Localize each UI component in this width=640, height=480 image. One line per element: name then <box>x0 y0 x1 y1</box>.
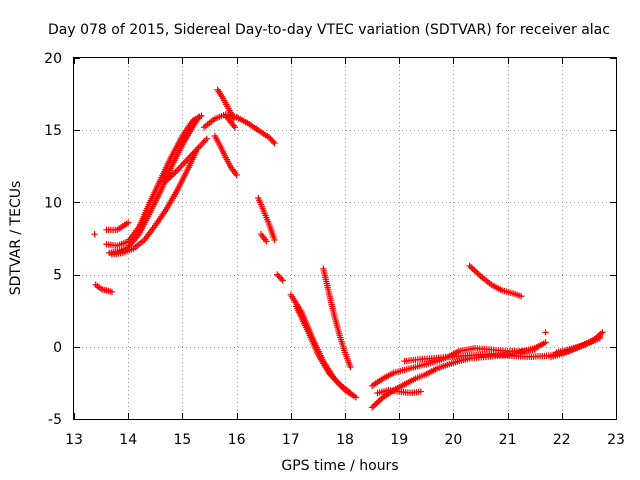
x-tick-label: 16 <box>228 432 246 448</box>
x-tick-label: 18 <box>336 432 354 448</box>
data-point <box>231 124 239 131</box>
data-point <box>91 230 98 238</box>
data-points <box>91 86 606 411</box>
y-tick-label: -5 <box>48 412 62 428</box>
data-point <box>417 388 425 395</box>
data-point-dense <box>278 275 285 283</box>
data-point <box>233 171 240 179</box>
y-tick-label: 20 <box>44 51 62 67</box>
plot-frame <box>73 57 617 420</box>
x-tick-label: 20 <box>444 432 462 448</box>
x-tick-label: 23 <box>607 432 625 448</box>
data-point <box>203 135 210 143</box>
data-point-dense <box>474 269 481 277</box>
x-tick-label: 13 <box>65 432 83 448</box>
data-point <box>517 293 525 300</box>
x-tick-label: 14 <box>119 432 137 448</box>
data-point <box>352 394 360 401</box>
x-tick-label: 17 <box>282 432 300 448</box>
data-point-dense <box>471 267 478 274</box>
data-point <box>271 236 278 244</box>
data-point <box>347 363 354 371</box>
data-point <box>542 339 549 346</box>
data-point <box>195 114 202 121</box>
tick-marks <box>74 58 617 420</box>
chart-title: Day 078 of 2015, Sidereal Day-to-day VTE… <box>48 22 610 38</box>
data-point <box>347 389 354 397</box>
data-point-dense <box>468 264 475 271</box>
tick-labels: 13 14 15 16 17 18 19 20 21 22 23 -5 0 5 10 15 20 <box>44 51 625 448</box>
data-point <box>263 238 270 245</box>
data-point-dense <box>376 397 384 404</box>
data-point-dense <box>472 268 480 275</box>
data-point-dense <box>375 398 382 405</box>
data-point-dense <box>170 170 178 177</box>
x-tick-label: 19 <box>390 432 408 448</box>
x-tick-label: 15 <box>173 432 191 448</box>
data-point <box>599 329 606 336</box>
data-point-dense <box>172 168 179 176</box>
data-point-dense <box>475 271 483 278</box>
y-tick-label: 10 <box>44 195 62 211</box>
data-point <box>466 262 473 270</box>
data-point <box>368 404 376 411</box>
data-point-dense <box>371 401 379 408</box>
data-point-dense <box>373 399 380 407</box>
x-tick-label: 21 <box>499 432 517 448</box>
data-point <box>542 329 549 336</box>
x-tick-label: 22 <box>553 432 571 448</box>
data-point-dense <box>269 138 277 145</box>
data-point <box>230 115 238 122</box>
x-axis-label: GPS time / hours <box>281 458 398 474</box>
data-point <box>531 346 538 353</box>
data-point <box>596 333 603 340</box>
data-point <box>125 219 132 226</box>
data-point-dense <box>597 330 605 338</box>
y-tick-label: 15 <box>44 123 62 139</box>
data-point <box>271 139 278 147</box>
y-tick-label: 5 <box>53 268 62 284</box>
data-point <box>279 277 286 284</box>
data-point-dense <box>469 265 476 273</box>
data-point <box>108 288 116 296</box>
data-point-dense <box>370 402 377 410</box>
y-tick-label: 0 <box>53 340 62 356</box>
grid-lines <box>74 58 616 419</box>
y-axis-label: SDTVAR / TECUs <box>8 181 24 296</box>
